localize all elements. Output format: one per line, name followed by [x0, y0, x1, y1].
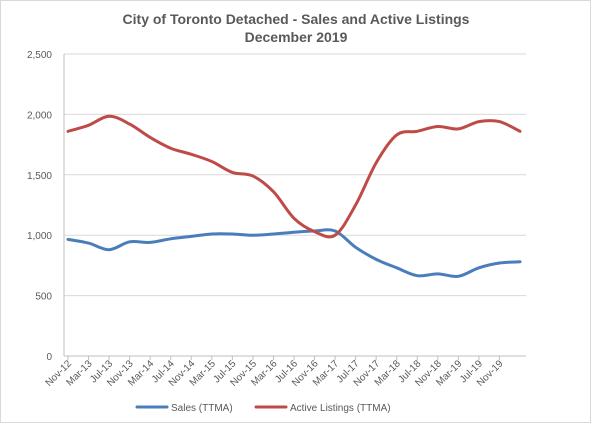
- series-line-sales: [66, 228, 522, 278]
- legend: Sales (TTMA) Active Listings (TTMA): [135, 403, 391, 414]
- y-tick-label: 2,000: [27, 110, 52, 121]
- chart-subtitle: December 2019: [245, 29, 348, 45]
- legend-label: Active Listings (TTMA): [290, 403, 391, 414]
- y-tick-label: 500: [35, 292, 52, 303]
- x-axis-tick-labels: Nov-12Mar-13Jul-13Nov-13Mar-14Jul-14Nov-…: [44, 356, 506, 389]
- y-axis-tick-labels: 0 500 1,000 1,500 2,000 2,500: [27, 50, 52, 363]
- gridlines: [64, 53, 526, 297]
- series-lines: [66, 114, 522, 278]
- y-tick-label: 1,500: [27, 171, 52, 182]
- y-tick-label: 2,500: [27, 50, 52, 61]
- y-tick-label: 1,000: [27, 231, 52, 242]
- series-line-active-listings: [66, 114, 522, 239]
- legend-label: Sales (TTMA): [171, 403, 233, 414]
- chart-title: City of Toronto Detached - Sales and Act…: [123, 11, 470, 27]
- y-tick-label: 0: [46, 352, 52, 363]
- axes: [63, 54, 526, 357]
